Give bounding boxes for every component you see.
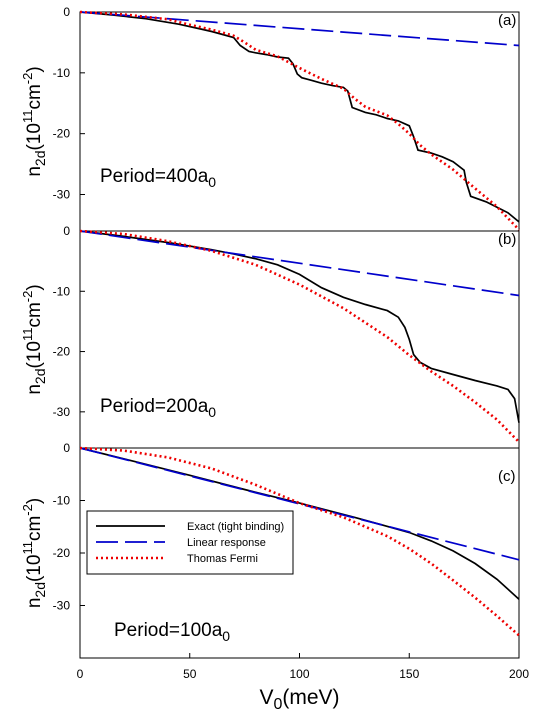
y-tick-label: -20 (53, 546, 71, 560)
series-line-dashed (79, 447, 520, 561)
period-annotation: Period=100a0 (114, 620, 230, 644)
series-line-dashed (79, 230, 520, 297)
ylabel-paren: (10 (24, 341, 45, 368)
y-tick-label: -30 (53, 188, 71, 202)
ylabel-unit-sup: -2 (20, 73, 35, 85)
y-tick-label: -10 (53, 494, 71, 508)
ylabel-paren: (10 (24, 123, 45, 150)
xlabel-sub: 0 (273, 696, 282, 713)
x-tick-label: 150 (399, 667, 419, 681)
panel-letter: (c) (498, 468, 516, 485)
series-line-solid (79, 11, 520, 223)
y-tick-label: -20 (53, 345, 71, 359)
y-tick-label: -30 (53, 599, 71, 613)
y-tick-label: -10 (53, 284, 71, 298)
ylabel-n: n (24, 598, 45, 609)
y-tick-label: -20 (53, 127, 71, 141)
ylabel-sup: 11 (20, 328, 35, 342)
ylabel-sup: 11 (20, 110, 35, 124)
panel-letter: (b) (498, 231, 516, 248)
y-axis-label: n2d(1011cm-2) (20, 498, 48, 608)
ylabel-unit: cm (24, 302, 45, 327)
ylabel-unit-sup: -2 (20, 504, 35, 516)
y-tick-label: -10 (53, 66, 71, 80)
legend: Exact (tight binding) Linear response Thom… (86, 510, 294, 575)
x-tick-label: 50 (183, 667, 197, 681)
ylabel-sub: 2d (32, 151, 48, 167)
period-subscript: 0 (208, 174, 216, 190)
legend-label: Thomas Fermi (187, 553, 258, 565)
series-line-dotted (79, 446, 520, 637)
xlabel-v: V (259, 686, 273, 709)
y-tick-label: -30 (53, 405, 71, 419)
ylabel-close: ) (24, 66, 45, 72)
y-axis-label: n2d(1011cm-2) (20, 284, 48, 394)
panel-letter: (a) (498, 12, 516, 29)
ylabel-sub: 2d (32, 369, 48, 385)
ylabel-close: ) (24, 498, 45, 504)
period-text: Period=400a (100, 166, 209, 187)
ylabel-n: n (24, 166, 45, 177)
period-subscript: 0 (222, 628, 230, 644)
x-tick-label: 200 (509, 667, 529, 681)
series-line-dotted (79, 10, 520, 231)
legend-label: Exact (tight binding) (187, 521, 284, 533)
period-subscript: 0 (208, 404, 216, 420)
period-annotation: Period=200a0 (100, 396, 216, 420)
panel-c: 0-10-20-300 50 100 150 200(c)Period=100a0n2d… (20, 441, 529, 713)
x-axis-label: V0(meV) (259, 686, 339, 713)
x-tick-label: 100 (289, 667, 309, 681)
ylabel-unit-sup: -2 (20, 291, 35, 303)
ylabel-sub: 2d (32, 582, 48, 598)
ylabel-unit: cm (24, 84, 45, 109)
legend-box (86, 510, 294, 575)
ylabel-close: ) (24, 284, 45, 290)
period-text: Period=200a (100, 396, 209, 417)
xlabel-unit: (meV) (282, 686, 339, 709)
ylabel-paren: (10 (24, 555, 45, 582)
y-tick-label: 0 (63, 224, 70, 238)
plot-frame (79, 11, 520, 232)
legend-label: Linear response (187, 537, 266, 549)
series-line-dotted (79, 229, 520, 443)
period-text: Period=100a (114, 620, 223, 641)
y-tick-label: 0 (63, 441, 70, 455)
ylabel-n: n (24, 384, 45, 395)
y-axis-label: n2d(1011cm-2) (20, 66, 48, 176)
series-line-solid (79, 230, 520, 423)
period-annotation: Period=400a0 (100, 166, 216, 190)
y-tick-label: 0 (63, 5, 70, 19)
x-tick-label: 0 (77, 667, 84, 681)
ylabel-sup: 11 (20, 541, 35, 555)
ylabel-unit: cm (24, 516, 45, 541)
series-line-dashed (79, 11, 520, 47)
